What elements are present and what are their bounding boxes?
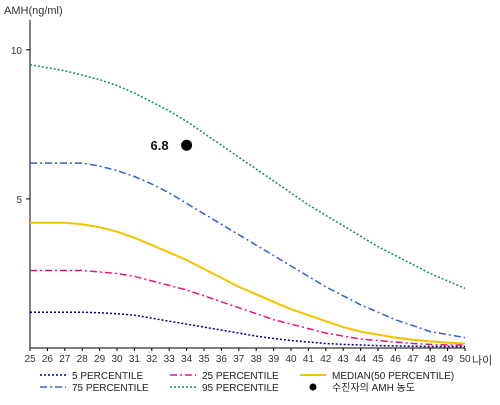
axes: 5 10 25 26 27 28 29 30 31 32 33 34 35 36 37 38 39 40 41 42 4… (11, 20, 471, 365)
legend-label: 75 PERCENTILE (72, 383, 149, 394)
y-tick-label: 10 (11, 46, 23, 57)
x-tick-label: 40 (285, 354, 297, 365)
x-tick-label: 39 (268, 354, 280, 365)
legend-label: MEDIAN(50 PERCENTILE) (332, 371, 454, 382)
x-tick-label: 34 (181, 354, 193, 365)
points-layer: 6.8 (151, 138, 193, 153)
x-tick-label: 46 (390, 354, 402, 365)
series-line (30, 311, 465, 348)
series-line (30, 221, 466, 345)
x-tick-label: 49 (442, 354, 454, 365)
x-tick-label: 50 (459, 354, 471, 365)
x-axis-label: 나이 (472, 354, 492, 367)
x-tick-label: 47 (407, 354, 419, 365)
x-tick-label: 26 (42, 354, 54, 365)
x-tick-label: 27 (59, 354, 71, 365)
legend-label: 25 PERCENTILE (202, 371, 279, 382)
x-tick-label: 33 (164, 354, 176, 365)
legend-label: 95 PERCENTILE (202, 383, 279, 394)
legend-label: 수진자의 AMH 농도 (332, 382, 415, 394)
x-tick-label: 36 (216, 354, 228, 365)
x-tick-label: 25 (24, 354, 36, 365)
series-line (30, 162, 466, 339)
x-tick-label: 38 (251, 354, 263, 365)
x-tick-label: 45 (372, 354, 384, 365)
x-tick-label: 48 (425, 354, 437, 365)
y-tick-label: 5 (16, 195, 22, 206)
x-tick-label: 31 (129, 354, 141, 365)
legend-swatch (309, 383, 317, 391)
x-tick-label: 29 (94, 354, 106, 365)
legend-label: 5 PERCENTILE (72, 371, 143, 382)
series-line (30, 269, 465, 346)
x-tick-label: 37 (233, 354, 245, 365)
series-line (29, 63, 466, 290)
legend: 5 PERCENTILE 25 PERCENTILE MEDIAN(50 PERCE… (40, 371, 454, 394)
x-tick-label: 30 (111, 354, 123, 365)
x-tick-label: 35 (198, 354, 210, 365)
x-tick-label: 42 (320, 354, 332, 365)
x-tick-label: 44 (355, 354, 367, 365)
x-tick-label: 41 (303, 354, 315, 365)
x-tick-label: 28 (77, 354, 89, 365)
x-tick-label: 32 (146, 354, 158, 365)
series-layer (29, 63, 466, 348)
data-point (181, 139, 193, 151)
x-tick-label: 43 (338, 354, 350, 365)
y-axis-label: AMH(ng/ml) (4, 5, 63, 17)
point-label: 6.8 (151, 138, 169, 153)
